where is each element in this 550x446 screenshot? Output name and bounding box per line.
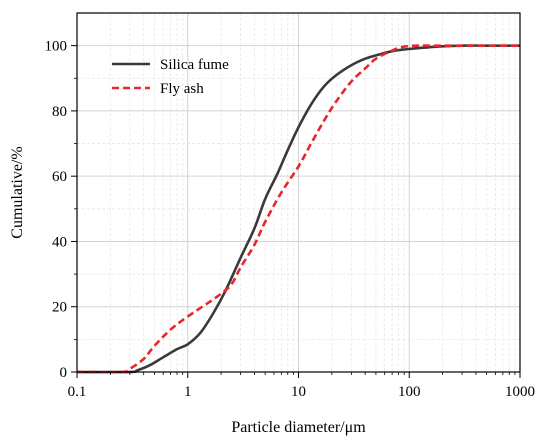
legend: Silica fume Fly ash: [112, 57, 229, 97]
y-tick-label: 40: [52, 234, 67, 250]
x-tick-label: 100: [398, 384, 421, 400]
series-lines: [76, 44, 520, 374]
legend-label-fly-ash: Fly ash: [160, 81, 204, 97]
axis-ticks: 0.1 1 10 100 1000 0 20 40 60 80 100: [45, 39, 536, 400]
y-axis-title: Cumulative/%: [9, 146, 26, 238]
y-tick-label: 60: [52, 169, 67, 185]
series-line-silica-fume: [76, 44, 520, 374]
y-tick-label: 100: [45, 39, 68, 55]
legend-label-silica-fume: Silica fume: [160, 57, 229, 73]
y-tick-label: 80: [52, 104, 67, 120]
x-axis-title: Particle diameter/μm: [231, 419, 366, 436]
y-tick-label: 20: [52, 300, 67, 316]
x-tick-label: 1: [184, 384, 192, 400]
x-tick-label: 0.1: [68, 384, 87, 400]
x-tick-label: 10: [291, 384, 306, 400]
series-line-fly-ash: [76, 44, 520, 374]
y-tick-label: 0: [60, 365, 68, 381]
x-tick-label: 1000: [505, 384, 535, 400]
grid: [77, 13, 520, 372]
